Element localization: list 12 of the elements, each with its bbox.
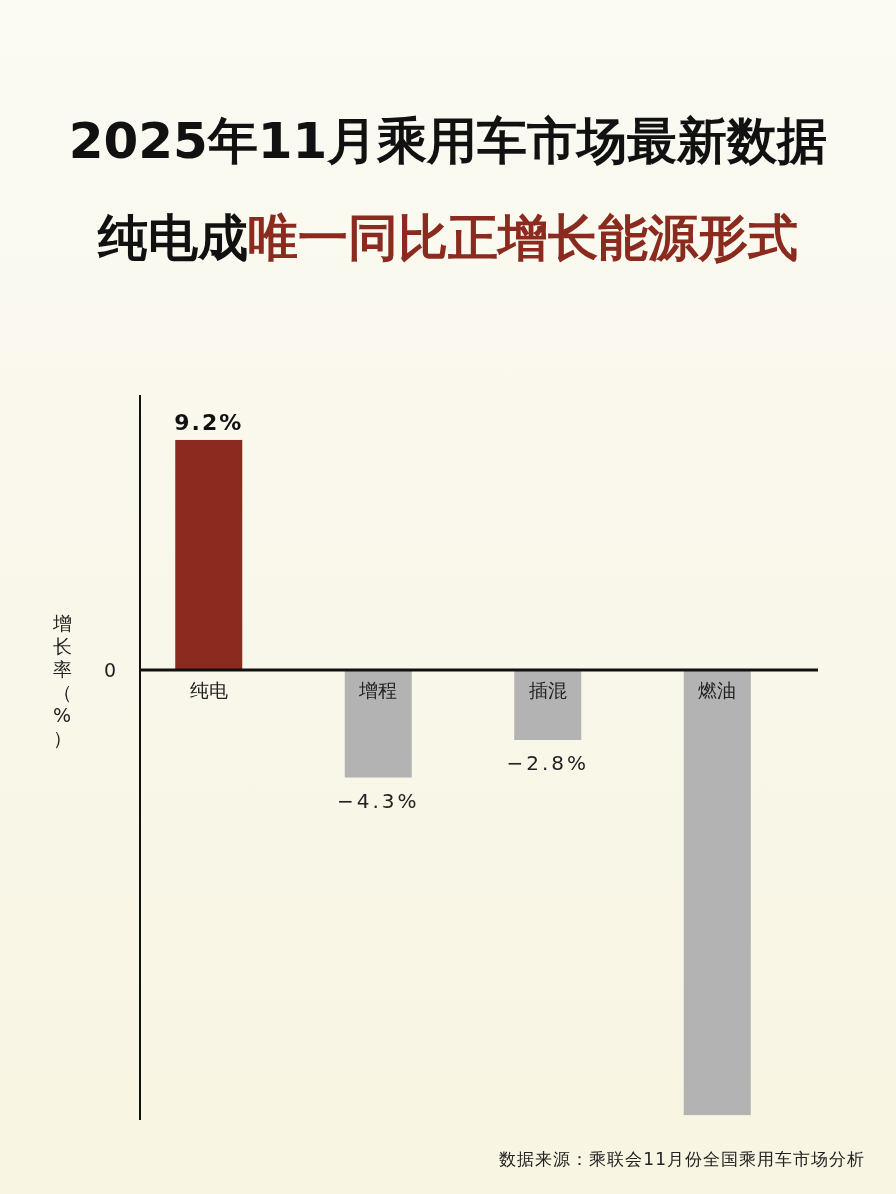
- x-tick-label: 纯电: [189, 679, 228, 701]
- chart-title: 2025年11月乘用车市场最新数据: [68, 112, 828, 170]
- source-note: 数据来源：乘联会11月份全国乘用车市场分析: [499, 1149, 865, 1169]
- x-tick-label: 燃油: [698, 679, 737, 701]
- y-axis-title: 增长率（%）: [51, 612, 72, 749]
- data-label: 9.2%: [174, 409, 244, 435]
- x-tick-label: 插混: [528, 679, 567, 701]
- text: 0: [103, 659, 117, 681]
- x-tick-label: 增程: [358, 679, 398, 701]
- data-label: −4.3%: [336, 788, 420, 813]
- chart-subtitle: 纯电成唯一同比正增长能源形式: [97, 209, 798, 267]
- data-label: −2.8%: [506, 751, 590, 776]
